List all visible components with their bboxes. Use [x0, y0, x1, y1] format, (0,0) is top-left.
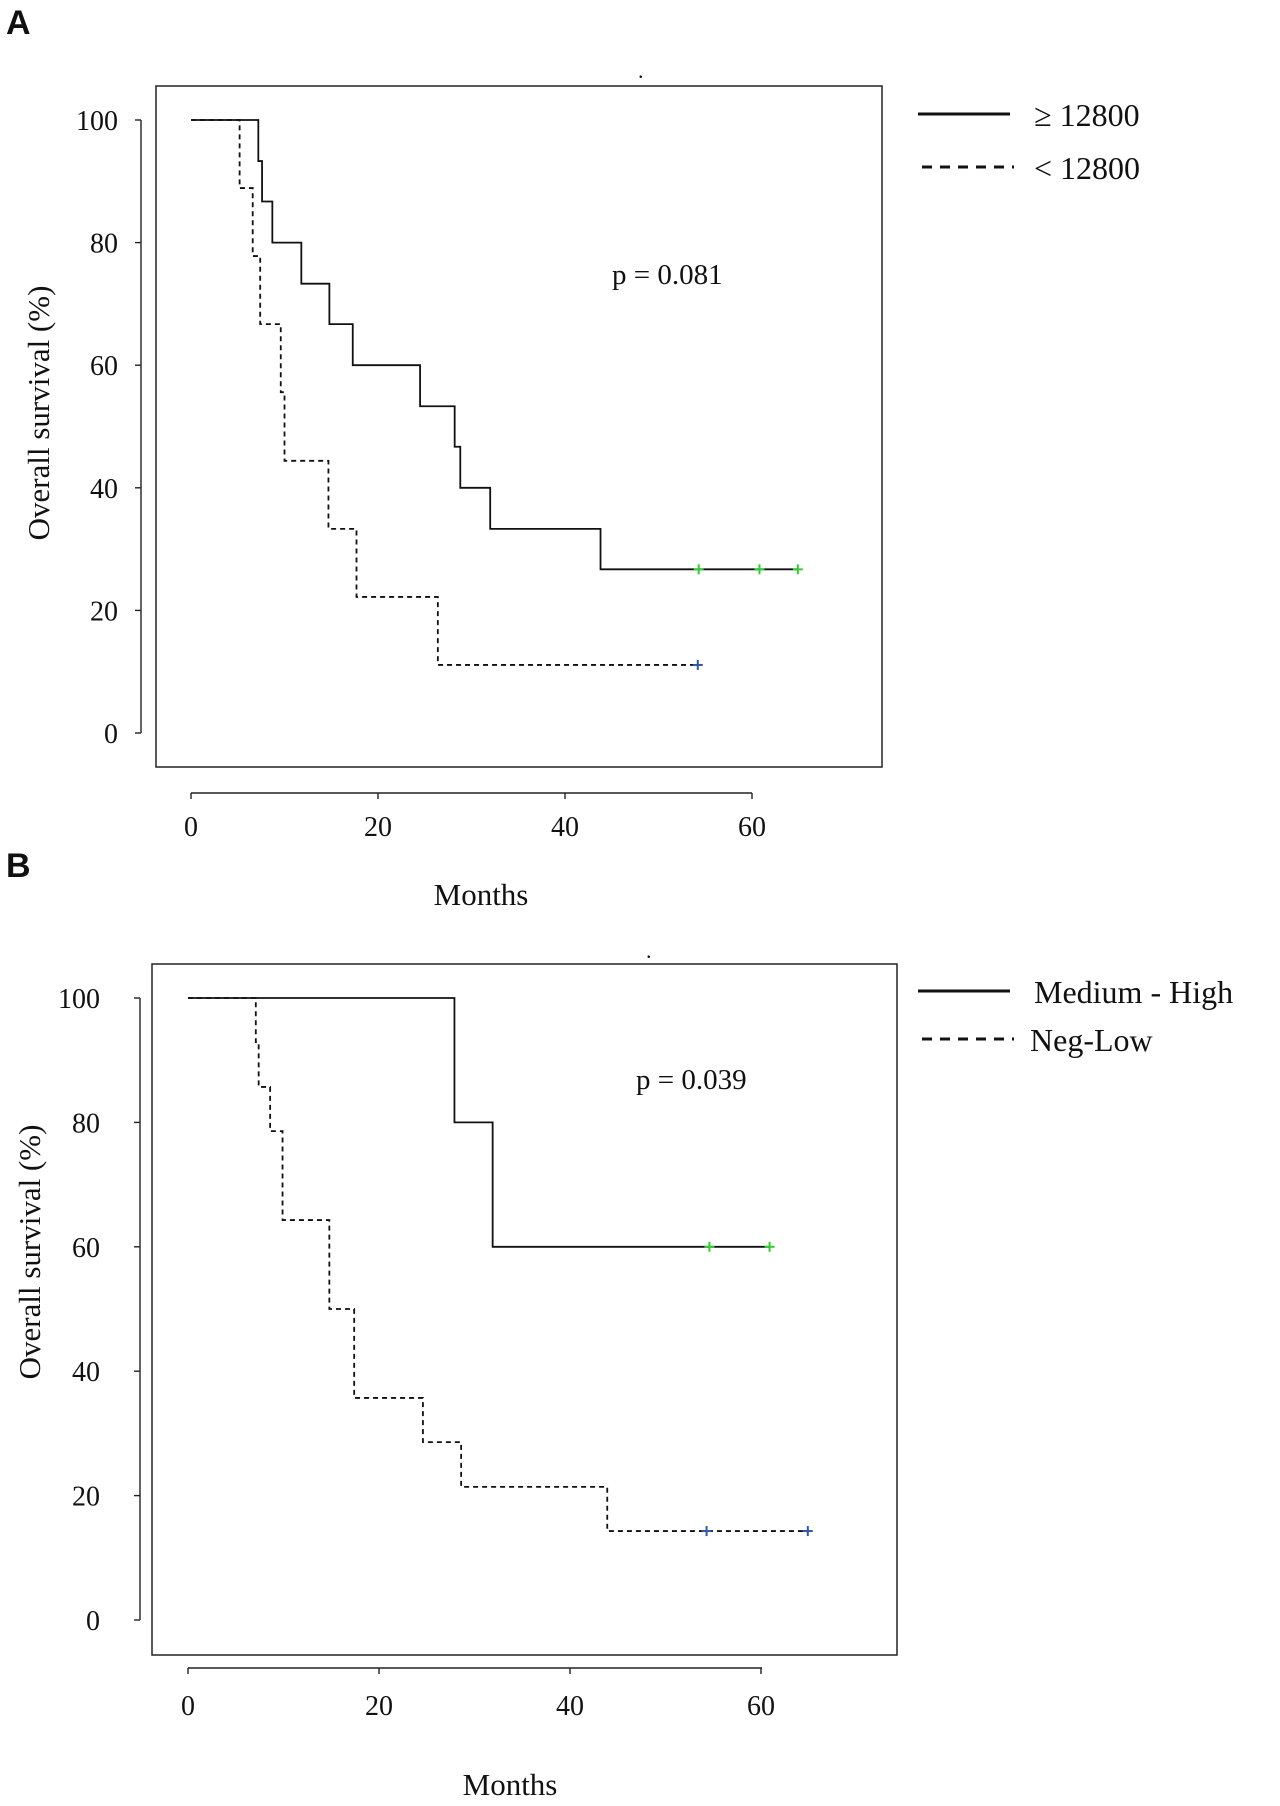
- panel-label-a: A: [6, 4, 31, 42]
- y-tick-label: 80: [72, 1108, 100, 1139]
- legend-a: ≥ 12800 < 12800: [918, 97, 1140, 186]
- km-curve-dashed: [188, 997, 809, 1532]
- censor-mark: [704, 1241, 715, 1252]
- x-tick-label: 0: [184, 812, 198, 843]
- censor-mark: [754, 564, 765, 575]
- y-tick-label: 0: [86, 1606, 100, 1637]
- x-tick-label: 40: [551, 812, 579, 843]
- x-ticks-b: 0 20 40 60: [181, 1668, 775, 1722]
- y-tick-label: 100: [58, 984, 100, 1015]
- legend-label-low-a: < 12800: [1034, 150, 1140, 186]
- y-tick-label: 80: [90, 229, 118, 260]
- x-tick-label: 40: [556, 1691, 584, 1722]
- censor-mark: [764, 1241, 775, 1252]
- stray-dot: .: [646, 938, 652, 963]
- km-curve-solid: [188, 997, 771, 1248]
- x-tick-label: 20: [365, 1691, 393, 1722]
- km-curve-solid: [191, 119, 799, 571]
- y-tick-label: 20: [90, 596, 118, 627]
- km-curve-dashed: [191, 119, 698, 666]
- panel-a: A . 0 20 40 60 80 100 0 20 40 60 Overall surviva…: [6, 4, 1140, 912]
- x-axis-title-b: Months: [463, 1767, 558, 1802]
- x-tick-label: 60: [747, 1691, 775, 1722]
- legend-label-high-a: ≥ 12800: [1034, 97, 1140, 133]
- legend-label-low-b: Neg-Low: [1030, 1022, 1153, 1058]
- y-tick-label: 20: [72, 1482, 100, 1513]
- legend-b: Medium - High Neg-Low: [918, 974, 1233, 1058]
- p-value-b: p = 0.039: [636, 1064, 747, 1096]
- y-ticks-a: 0 20 40 60 80 100: [76, 106, 141, 750]
- censor-mark: [802, 1526, 813, 1537]
- y-tick-label: 60: [90, 351, 118, 382]
- censor-mark: [701, 1526, 712, 1537]
- y-tick-label: 100: [76, 106, 118, 137]
- censor-mark: [693, 564, 704, 575]
- y-tick-label: 60: [72, 1233, 100, 1264]
- plot-frame-a: [155, 85, 883, 768]
- y-tick-label: 40: [72, 1357, 100, 1388]
- x-tick-label: 60: [738, 812, 766, 843]
- stray-dot: .: [638, 58, 644, 83]
- panel-label-b: B: [6, 847, 31, 885]
- p-value-a: p = 0.081: [612, 259, 723, 291]
- x-ticks-a: 0 20 40 60: [184, 793, 766, 843]
- legend-label-high-b: Medium - High: [1034, 974, 1233, 1010]
- curves-a: [191, 119, 803, 670]
- panel-b: B . 0 20 40 60 80 100 0 20 40 60 Overall surviva…: [6, 847, 1233, 1802]
- y-tick-label: 40: [90, 474, 118, 505]
- x-tick-label: 20: [364, 812, 392, 843]
- y-tick-label: 0: [104, 719, 118, 750]
- y-ticks-b: 0 20 40 60 80 100: [58, 984, 140, 1637]
- censor-mark: [792, 564, 803, 575]
- y-axis-title-a: Overall survival (%): [21, 286, 56, 541]
- plot-frame-b: [151, 963, 898, 1656]
- curves-b: [188, 997, 813, 1537]
- censor-mark: [692, 659, 703, 670]
- x-tick-label: 0: [181, 1691, 195, 1722]
- y-axis-title-b: Overall survival (%): [12, 1125, 47, 1380]
- x-axis-title-a: Months: [434, 877, 529, 912]
